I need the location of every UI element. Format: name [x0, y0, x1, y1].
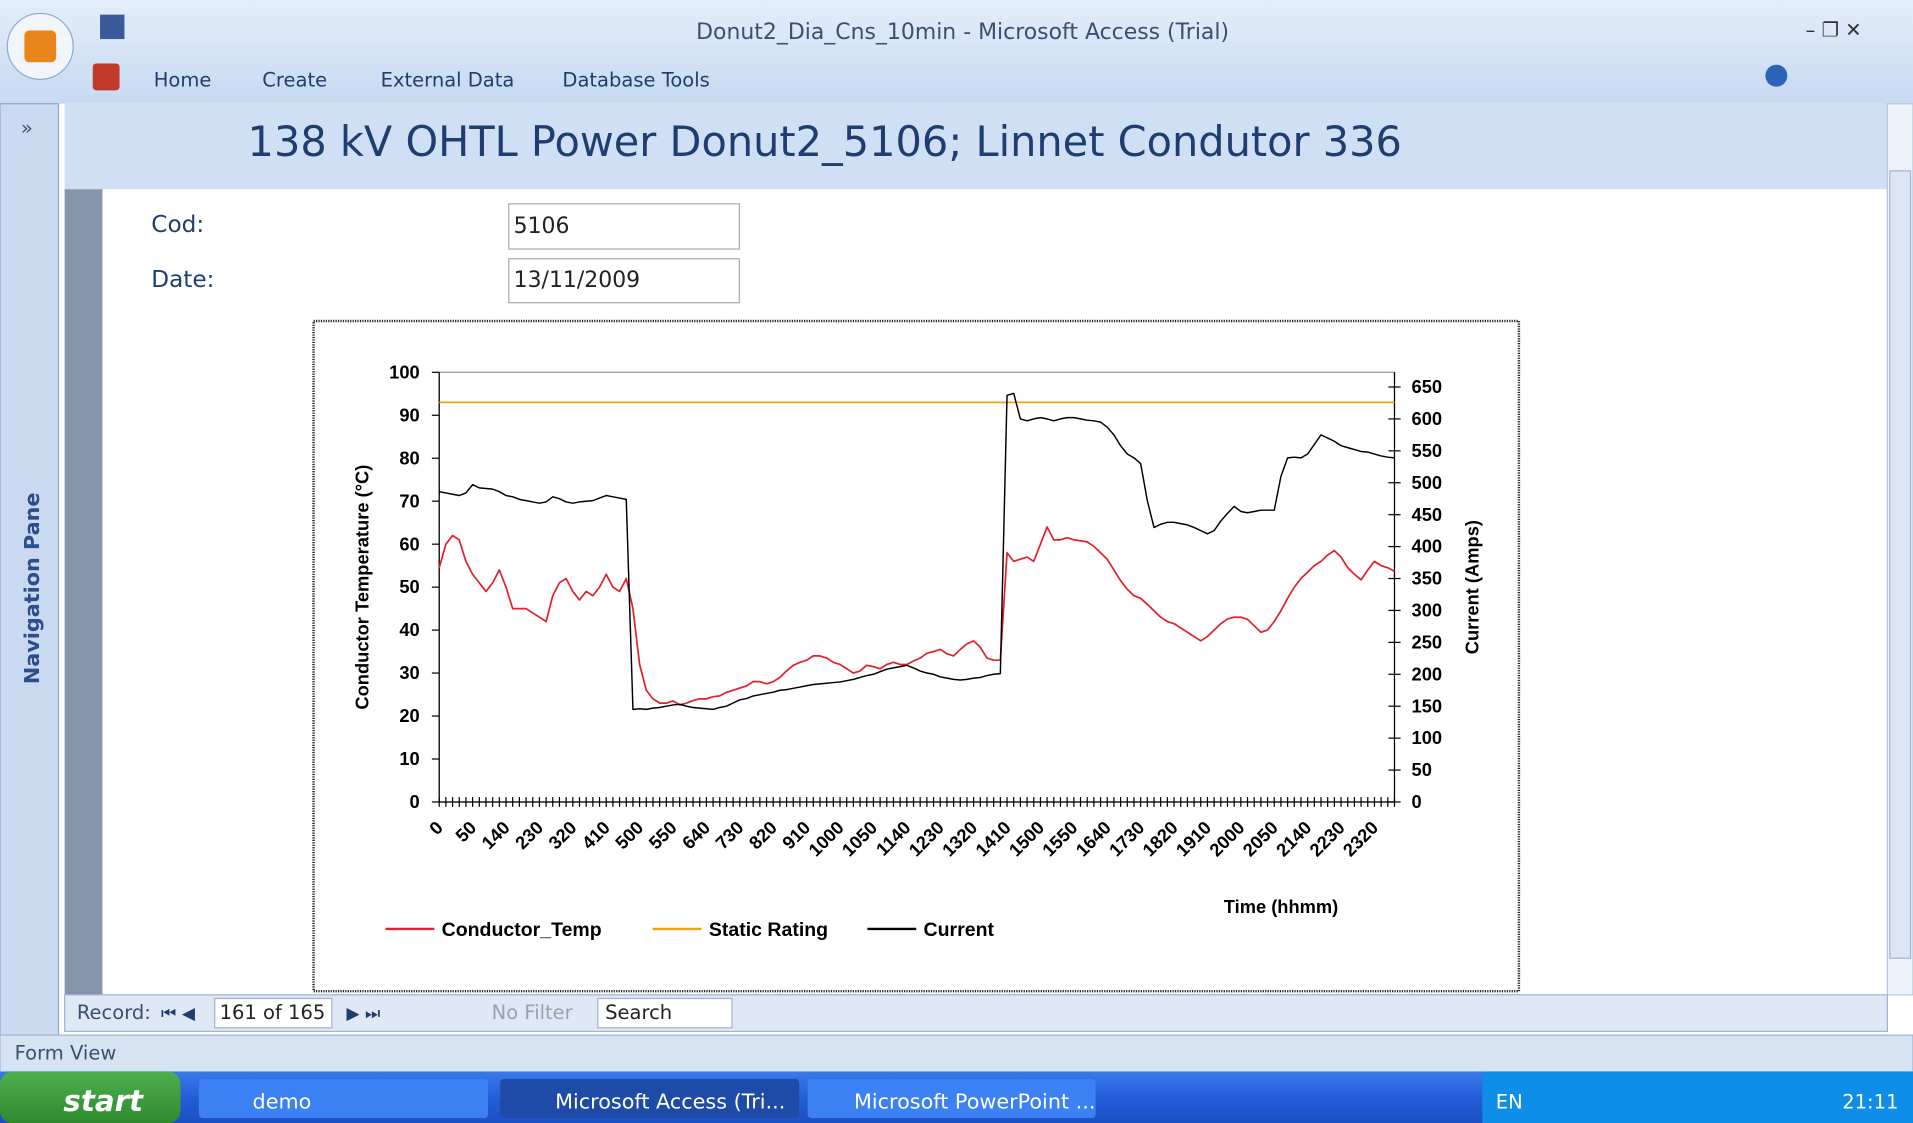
task-label[interactable]: Microsoft PowerPoint ...	[854, 1089, 1095, 1113]
field-label: Date:	[151, 266, 214, 293]
y-tick-label: 90	[399, 404, 419, 425]
y2-tick-label: 550	[1412, 440, 1443, 461]
y2-tick-label: 650	[1412, 376, 1443, 397]
y2-tick-label: 150	[1412, 695, 1443, 716]
y2-tick-label: 250	[1412, 631, 1443, 652]
navigation-pane[interactable]	[0, 103, 60, 1036]
field-value[interactable]: 13/11/2009	[514, 268, 640, 293]
task-button[interactable]	[807, 1079, 1096, 1119]
y-tick-label: 80	[399, 447, 419, 468]
y2-tick-label: 450	[1412, 504, 1443, 525]
filter-button[interactable]: No Filter	[492, 1001, 574, 1024]
nav-buttons[interactable]: ▶ ⏭	[346, 1004, 380, 1024]
scroll-thumb[interactable]	[1889, 170, 1912, 959]
task-button[interactable]	[500, 1079, 800, 1119]
start-button[interactable]	[0, 1071, 181, 1123]
status-bar	[0, 1034, 1913, 1073]
system-tray	[1482, 1071, 1913, 1123]
window-title: Donut2_Dia_Cns_10min - Microsoft Access …	[696, 20, 1229, 45]
nav-toggle[interactable]: »	[21, 116, 33, 139]
chart-frame	[312, 319, 1521, 993]
record-position[interactable]: 161 of 165	[220, 1001, 326, 1024]
y-tick-label: 50	[399, 576, 419, 597]
y-tick-label: 30	[399, 662, 419, 683]
series-line	[439, 392, 1395, 711]
y-tick-label: 40	[399, 619, 419, 640]
status-text: Form View	[15, 1042, 117, 1065]
y-tick-label: 100	[389, 361, 420, 382]
series-line	[438, 526, 1395, 706]
task-button[interactable]	[198, 1079, 489, 1119]
text-box[interactable]	[508, 203, 740, 250]
y-tick-label: 70	[399, 490, 419, 511]
task-label[interactable]: demo	[253, 1089, 312, 1113]
legend-label: Static Rating	[709, 919, 828, 941]
search-box[interactable]	[597, 997, 733, 1029]
legend-label: Conductor_Temp	[442, 919, 602, 941]
help-icon[interactable]	[1765, 64, 1788, 87]
window-controls[interactable]: – ❐ ✕	[1806, 19, 1862, 42]
legend-label: Current	[924, 919, 995, 941]
form-title: 138 kV OHTL Power Donut2_5106; Linnet Co…	[248, 117, 1402, 166]
ribbon-tab[interactable]: Home	[154, 69, 212, 92]
search-placeholder[interactable]: Search	[605, 1001, 672, 1024]
y2-tick-label: 600	[1412, 408, 1443, 429]
y-tick-label: 60	[399, 533, 419, 554]
nav-buttons[interactable]: ⏮ ◀	[161, 1004, 196, 1024]
x-axis-label: Time (hhmm)	[1224, 896, 1339, 917]
y2-tick-label: 350	[1412, 568, 1443, 589]
start-label[interactable]: start	[63, 1084, 144, 1118]
y-tick-label: 20	[399, 705, 419, 726]
y2-tick-label: 300	[1412, 600, 1443, 621]
y-tick-label: 10	[399, 748, 419, 769]
save-icon[interactable]	[100, 14, 125, 40]
task-label[interactable]: Microsoft Access (Tri...	[555, 1089, 785, 1113]
y2-tick-label: 50	[1412, 759, 1432, 780]
office-logo	[24, 30, 57, 63]
y2-tick-label: 200	[1412, 663, 1443, 684]
form-header	[64, 103, 1888, 190]
y2-tick-label: 500	[1412, 472, 1443, 493]
y2-tick-label: 100	[1412, 727, 1443, 748]
ribbon-tab[interactable]: Database Tools	[562, 69, 709, 92]
clock: 21:11	[1842, 1090, 1898, 1113]
field-label: Cod:	[151, 211, 204, 238]
access-icon	[92, 63, 120, 91]
navigation-pane-label: Navigation Pane	[20, 493, 44, 685]
y-axis-label: Conductor Temperature (°C)	[351, 465, 372, 710]
title-bar	[0, 0, 1913, 104]
record-selector[interactable]	[64, 189, 103, 995]
y2-axis-label: Current (Amps)	[1462, 520, 1483, 654]
record-label: Record:	[77, 1001, 151, 1024]
ribbon-tab[interactable]: External Data	[381, 69, 515, 92]
record-box[interactable]	[214, 997, 333, 1029]
field-value[interactable]: 5106	[514, 214, 570, 239]
y2-tick-label: 0	[1412, 791, 1422, 812]
language[interactable]: EN	[1496, 1090, 1523, 1113]
y2-tick-label: 400	[1412, 536, 1443, 557]
text-box[interactable]	[508, 258, 740, 304]
ribbon-tab[interactable]: Create	[262, 69, 327, 92]
record-navigation	[64, 994, 1888, 1033]
y-tick-label: 0	[410, 791, 420, 812]
